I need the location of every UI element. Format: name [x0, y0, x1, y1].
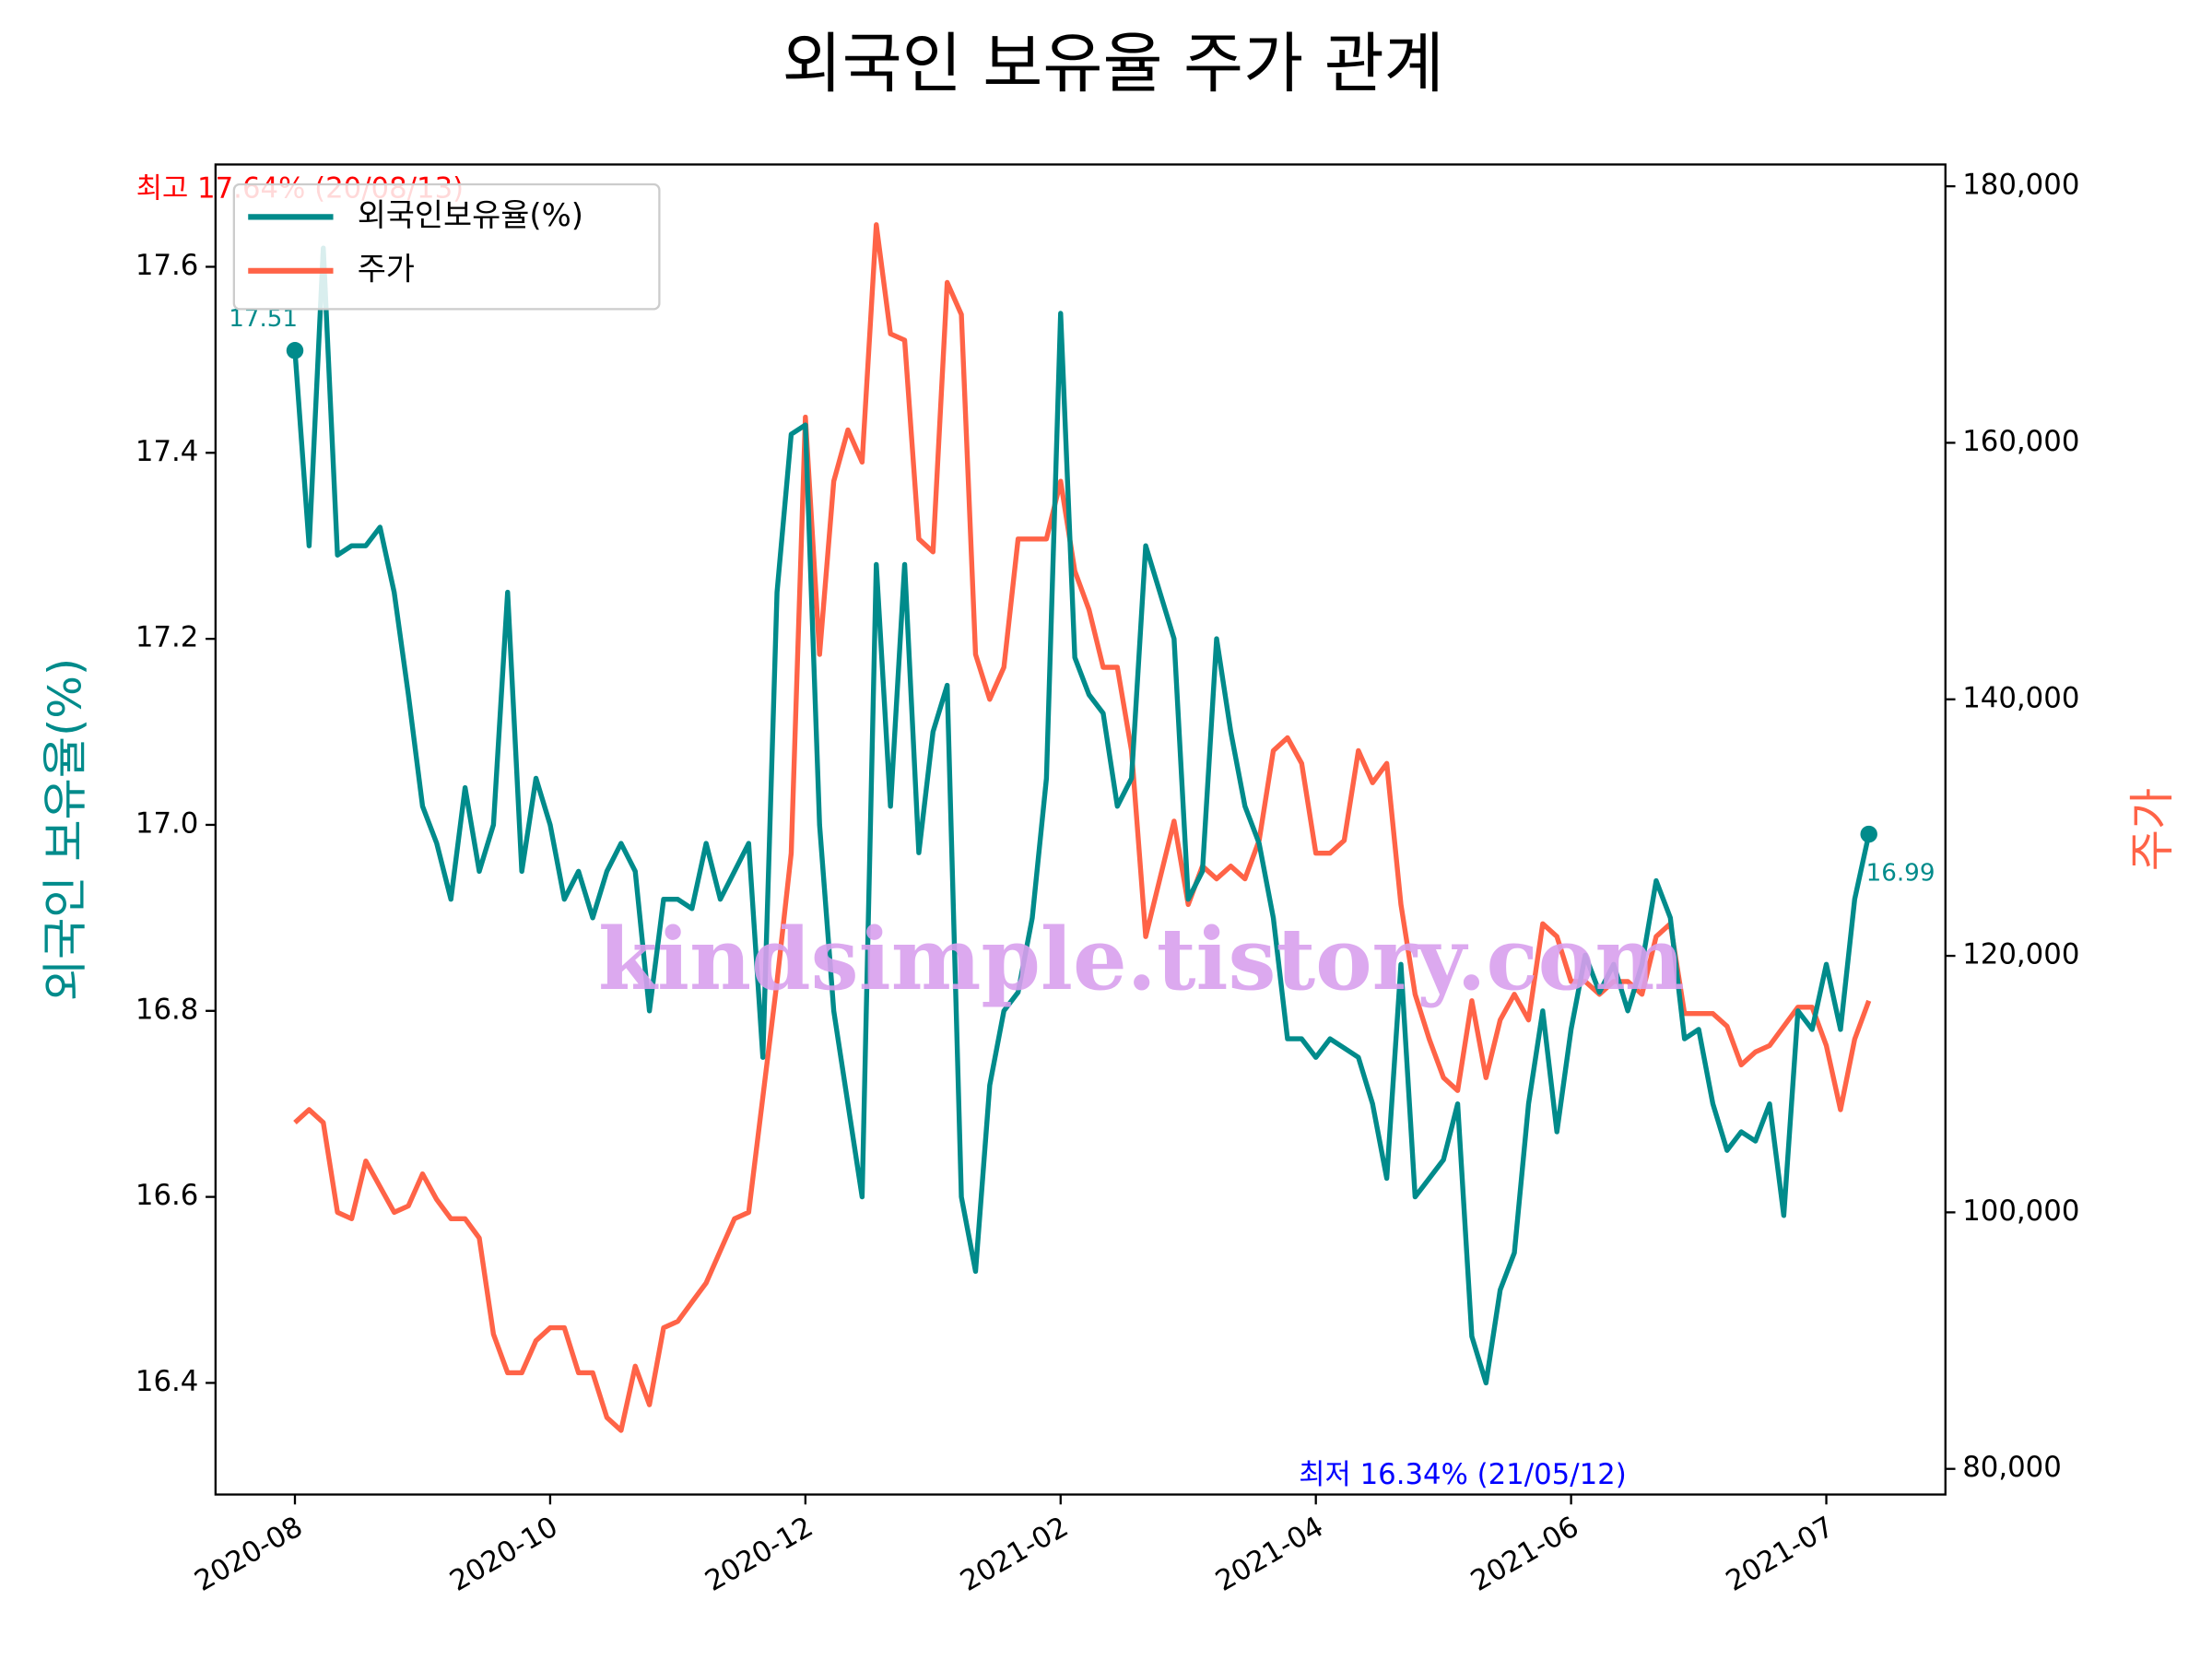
legend-box: [232, 182, 661, 311]
point-marker: [1860, 825, 1877, 843]
y2-tick-label: 80,000: [1962, 1451, 2062, 1484]
y2-tick-label: 100,000: [1962, 1194, 2079, 1228]
plot-frame: [214, 163, 1947, 1496]
y-tick-label: 16.8: [135, 993, 198, 1026]
y2-tick-label: 140,000: [1962, 681, 2079, 714]
series-line: [292, 245, 1872, 1386]
y-tick-label: 17.6: [135, 249, 198, 282]
y-tick-label: 17.0: [135, 806, 198, 840]
y-tick-label: 16.4: [135, 1365, 198, 1398]
series-line: [293, 222, 1872, 1433]
y2-tick-label: 120,000: [1962, 938, 2079, 971]
chart-title: 외국인 보유율 주가 관계: [782, 25, 1444, 101]
legend-label: 외국인보유율(%): [358, 197, 583, 233]
y-axis-label: 외국인 보유율(%): [38, 658, 91, 1002]
y2-tick-label: 180,000: [1962, 169, 2079, 202]
data-label: 16.99: [1866, 860, 1936, 888]
point-marker: [286, 342, 304, 359]
watermark: kindsimple.tistory.com: [598, 909, 1685, 1009]
y-tick-label: 16.6: [135, 1179, 198, 1212]
y2-tick-label: 160,000: [1962, 425, 2079, 458]
min-annotation: 최저 16.34% (21/05/12): [1299, 1458, 1626, 1491]
legend: 외국인보유율(%) 주가: [232, 182, 661, 311]
y-tick-label: 17.2: [135, 621, 198, 654]
y-tick-label: 17.4: [135, 435, 198, 468]
y2-axis-label: 주가: [2125, 788, 2179, 872]
legend-label: 주가: [358, 251, 415, 287]
